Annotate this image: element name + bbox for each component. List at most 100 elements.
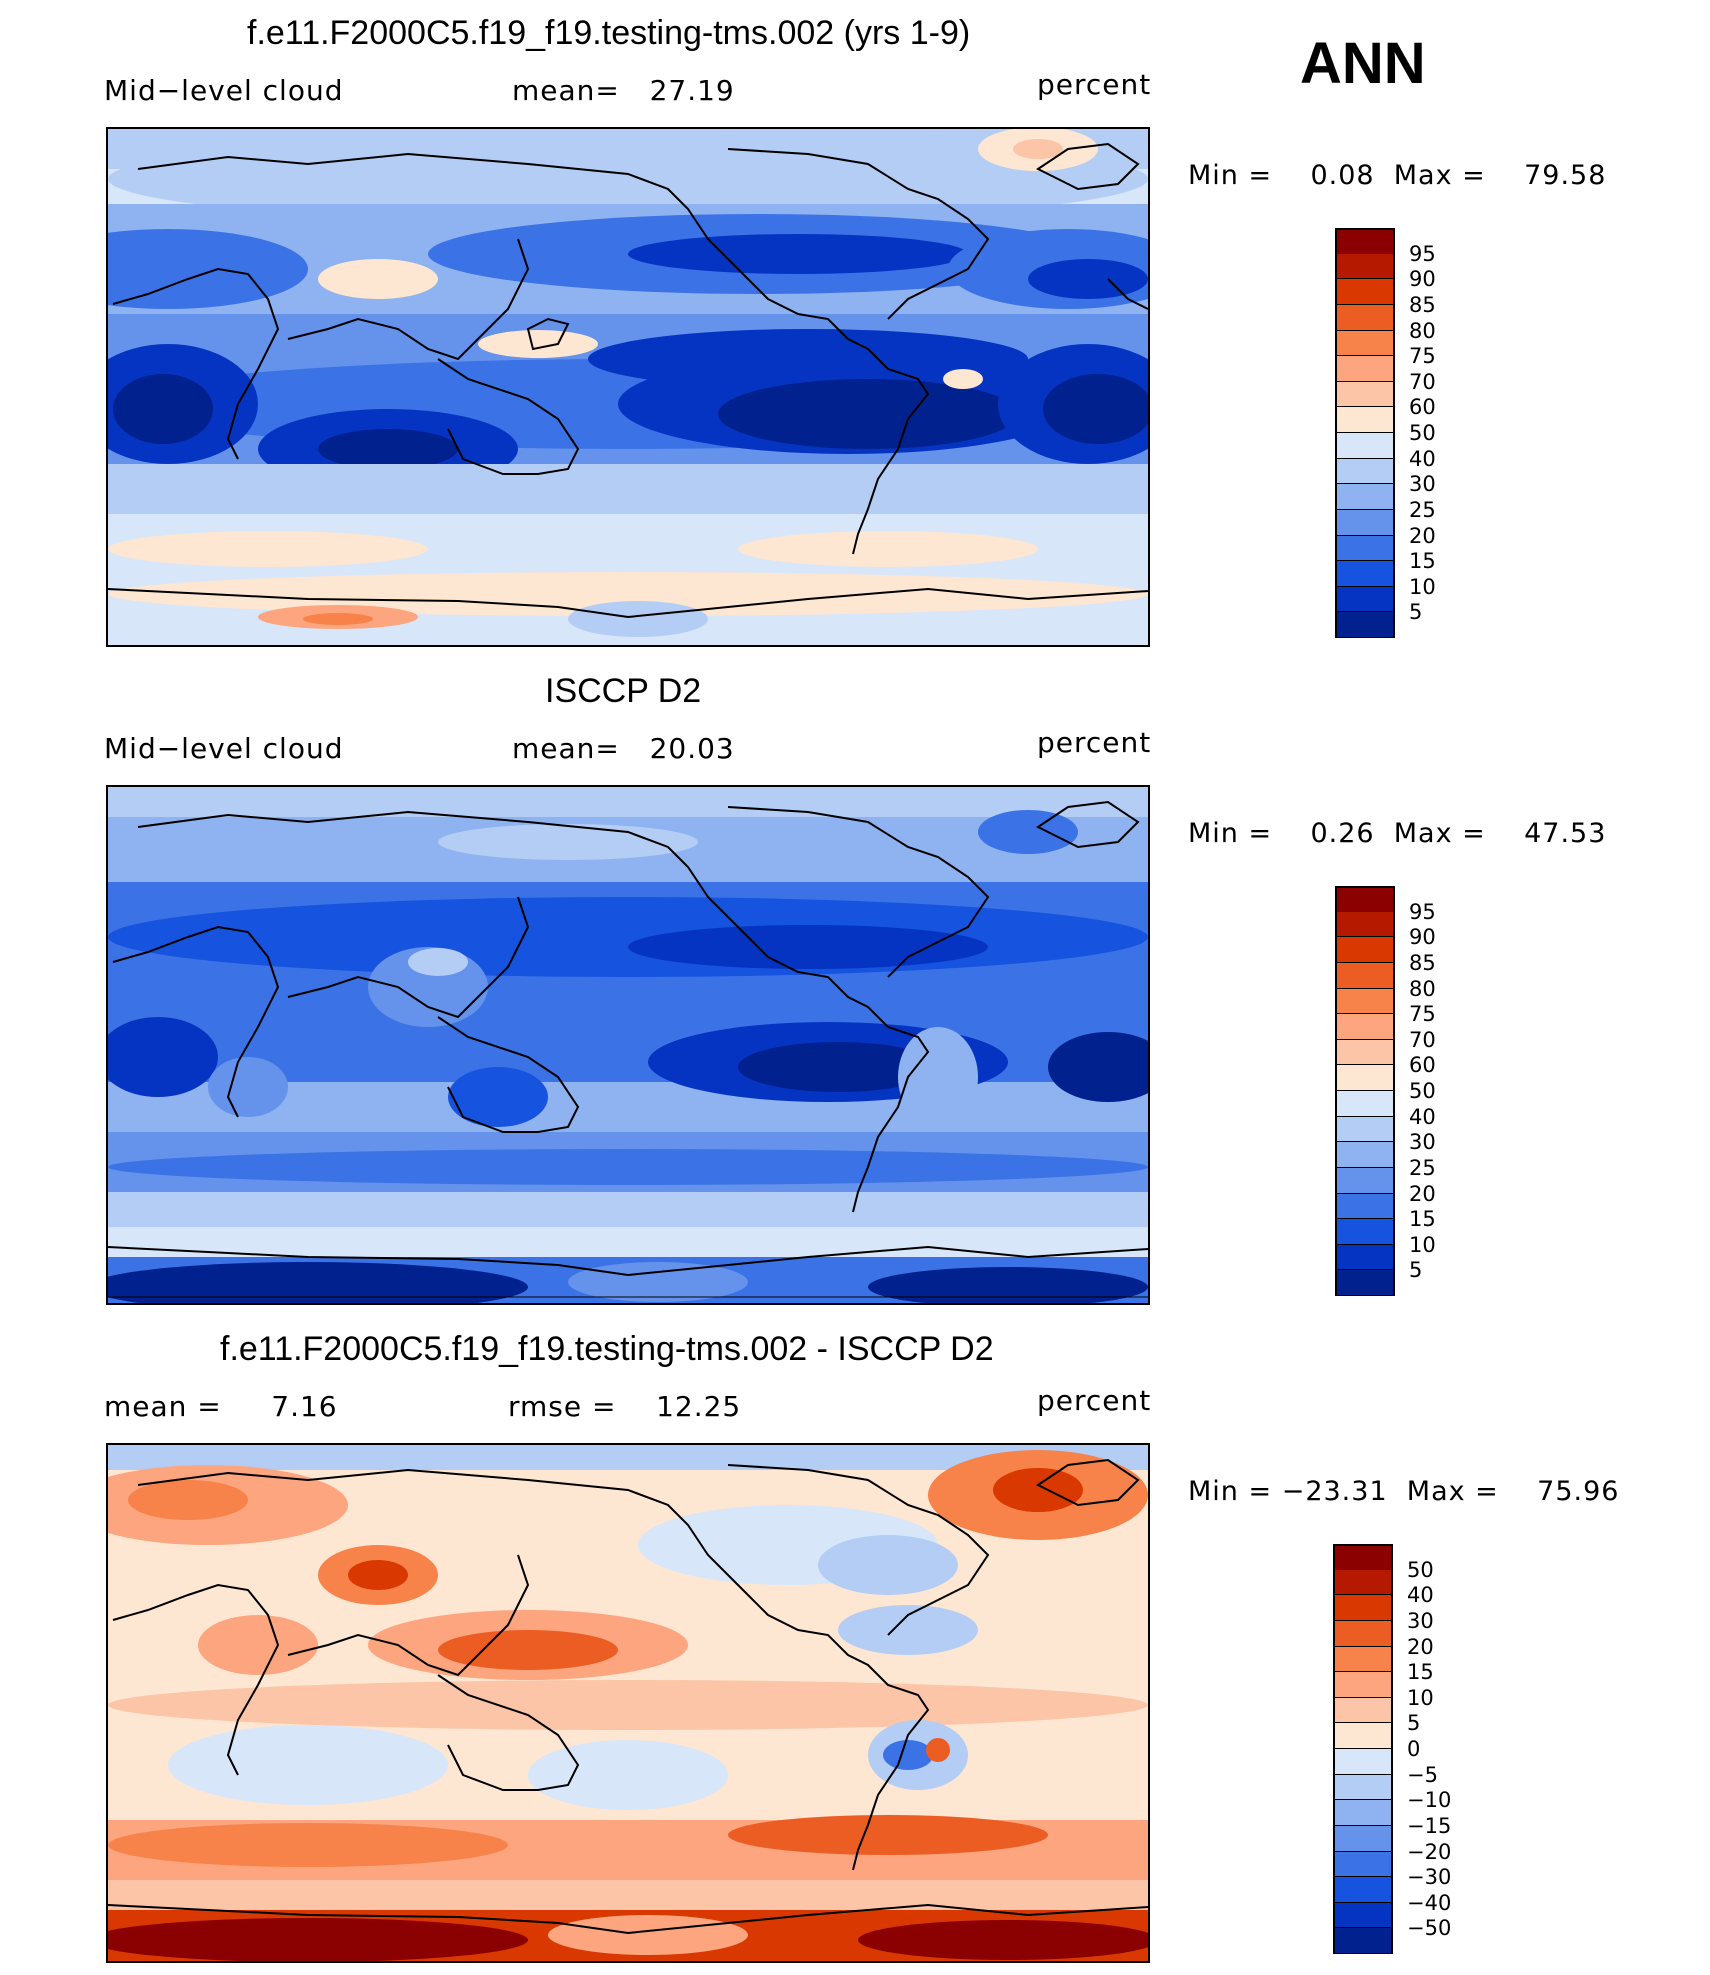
panel3-colorbar: 50 40 30 20 15 10 5 0 −5 −10 −15 −20 −30 −40 −50 [1333,1544,1451,1956]
panel1-map [106,127,1150,647]
panel1-field [108,129,1148,645]
colorbar-box [1337,535,1393,562]
colorbar-label: 25 [1409,497,1436,522]
colorbar-label: 70 [1409,1027,1436,1052]
colorbar-box [1337,304,1393,331]
colorbar-box [1337,888,1393,914]
panel1-units: percent [1037,68,1152,101]
colorbar-label: 50 [1407,1557,1434,1582]
colorbar-label: −40 [1407,1890,1452,1915]
colorbar-box [1337,988,1393,1015]
colorbar-label: 25 [1409,1155,1436,1180]
colorbar-box [1335,1851,1391,1878]
colorbar-box [1337,1039,1393,1066]
panel3-title: f.e11.F2000C5.f19_f19.testing-tms.002 - … [220,1330,994,1368]
panel3-map [106,1443,1150,1963]
colorbar-label: 95 [1409,899,1436,924]
colorbar-label: 60 [1409,1053,1436,1078]
colorbar-label: 20 [1409,1181,1436,1206]
colorbar-label: 20 [1407,1634,1434,1659]
colorbar-box [1337,1142,1393,1168]
colorbar-label: 95 [1409,241,1436,266]
colorbar-label: 15 [1409,1207,1436,1232]
colorbar-box [1337,230,1393,256]
colorbar-box [1337,1091,1393,1117]
colorbar-boxes [1333,1544,1393,1954]
colorbar-box [1335,1569,1391,1596]
colorbar-label: 40 [1409,446,1436,471]
colorbar-box [1337,1244,1393,1271]
colorbar-label: 75 [1409,1002,1436,1027]
colorbar-box [1335,1723,1391,1749]
colorbar-box [1337,407,1393,433]
colorbar-label: −5 [1407,1762,1438,1787]
colorbar-box [1335,1877,1391,1903]
colorbar-label: 30 [1409,472,1436,497]
colorbar-box [1335,1902,1391,1929]
colorbar-label: 15 [1407,1660,1434,1685]
season-label: ANN [1300,31,1426,96]
colorbar-label: 90 [1409,267,1436,292]
colorbar-box [1335,1620,1391,1647]
panel2-units: percent [1037,726,1152,759]
colorbar-label: 80 [1409,318,1436,343]
panel2-title: ISCCP D2 [545,672,702,710]
panel1-minmax: Min = 0.08 Max = 79.58 [1188,160,1607,191]
colorbar-box [1335,1672,1391,1698]
colorbar-label: 40 [1407,1583,1434,1608]
colorbar-boxes [1335,886,1395,1296]
colorbar-label: 85 [1409,292,1436,317]
colorbar-boxes [1335,228,1395,638]
panel1-variable: Mid−level cloud [104,74,344,107]
colorbar-box [1335,1646,1391,1673]
colorbar-box [1337,1193,1393,1220]
colorbar-label: −15 [1407,1813,1452,1838]
panel1-mean: mean= 27.19 [512,74,735,107]
panel2-map [106,785,1150,1305]
colorbar-label: 5 [1409,600,1423,625]
colorbar-box [1335,1595,1391,1621]
colorbar-box [1337,1219,1393,1245]
panel3-minmax: Min = −23.31 Max = 75.96 [1188,1476,1620,1507]
colorbar-box [1337,962,1393,989]
colorbar-label: 30 [1409,1130,1436,1155]
colorbar-label: 10 [1409,574,1436,599]
panel3-rmse: rmse = 12.25 [508,1390,742,1423]
colorbar-box [1335,1749,1391,1775]
colorbar-label: −50 [1407,1916,1452,1941]
colorbar-label: 80 [1409,976,1436,1001]
colorbar-box [1337,1167,1393,1194]
colorbar-box [1337,381,1393,408]
colorbar-box [1337,484,1393,510]
panel1-title: f.e11.F2000C5.f19_f19.testing-tms.002 (y… [247,14,971,52]
panel2-field [108,787,1148,1303]
colorbar-label: 60 [1409,395,1436,420]
panel3-mean: mean = 7.16 [104,1390,338,1423]
colorbar-box [1337,937,1393,963]
colorbar-box [1337,356,1393,382]
colorbar-box [1337,458,1393,485]
colorbar-label: 5 [1407,1711,1421,1736]
colorbar-box [1337,1065,1393,1091]
colorbar-box [1337,279,1393,305]
colorbar-label: 70 [1409,369,1436,394]
colorbar-label: 10 [1409,1232,1436,1257]
colorbar-box [1335,1800,1391,1826]
colorbar-box [1337,911,1393,938]
colorbar-box [1337,561,1393,587]
colorbar-label: 40 [1409,1104,1436,1129]
colorbar-box [1335,1825,1391,1852]
colorbar-label: 30 [1407,1608,1434,1633]
panel1-colorbar: 95 90 85 80 75 70 60 50 40 30 25 20 15 10 5 [1335,228,1436,640]
colorbar-box [1335,1774,1391,1801]
colorbar-label: 20 [1409,523,1436,548]
panel2-colorbar: 95 90 85 80 75 70 60 50 40 30 25 20 15 10 5 [1335,886,1436,1298]
colorbar-box [1337,253,1393,280]
colorbar-label: 0 [1407,1737,1421,1761]
colorbar-label: −10 [1407,1788,1452,1813]
colorbar-box [1337,509,1393,536]
colorbar-label: 75 [1409,344,1436,369]
colorbar-box [1337,433,1393,459]
panel3-units: percent [1037,1384,1152,1417]
colorbar-label: 10 [1407,1685,1434,1710]
